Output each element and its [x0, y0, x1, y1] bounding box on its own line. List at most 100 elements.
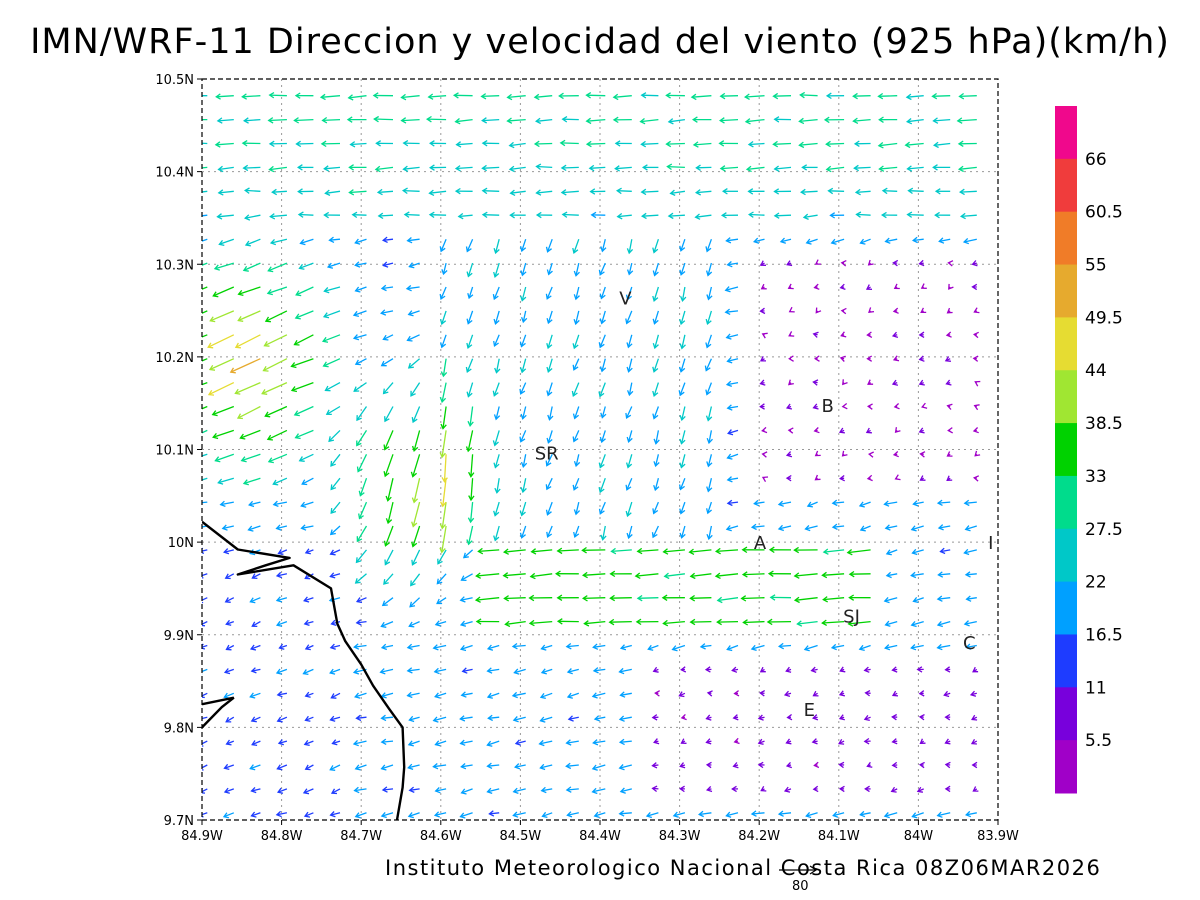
wind-vector	[863, 737, 871, 745]
wind-vector	[591, 692, 606, 699]
wind-vector	[598, 477, 606, 494]
wind-vector	[652, 310, 660, 325]
grid-lines	[202, 79, 998, 820]
wind-vector	[324, 189, 341, 196]
wind-vector	[556, 618, 579, 625]
wind-vector	[408, 262, 420, 269]
wind-vector	[636, 547, 659, 555]
wind-vector	[759, 307, 766, 315]
wind-vector	[974, 450, 981, 457]
wind-vector	[237, 310, 261, 322]
wind-vector	[891, 331, 899, 339]
wind-vector	[411, 478, 421, 504]
wind-vector	[275, 620, 288, 627]
wind-vector	[971, 260, 978, 267]
wind-vector	[812, 714, 819, 721]
wind-vector	[619, 644, 632, 651]
wind-vector	[294, 429, 314, 440]
wind-vector	[811, 738, 818, 745]
wind-vector	[275, 596, 288, 603]
wind-vector	[829, 212, 845, 219]
wind-vector	[768, 546, 792, 554]
wind-vector	[439, 502, 447, 530]
wind-vector	[304, 691, 314, 698]
wind-vector	[777, 810, 792, 817]
wind-vector	[477, 547, 500, 555]
wind-vector	[831, 523, 845, 530]
wind-vector	[486, 740, 500, 747]
wind-vector	[625, 501, 633, 518]
wind-vector	[459, 812, 473, 819]
wind-vector	[376, 188, 394, 196]
wind-vector	[946, 475, 953, 481]
wind-vector	[348, 189, 367, 196]
wind-vector	[866, 355, 873, 362]
wind-vector	[944, 785, 951, 793]
colorbar-swatch	[1055, 581, 1077, 635]
wind-vector	[667, 212, 685, 220]
wind-vector	[554, 570, 579, 577]
wind-vector	[262, 358, 288, 372]
wind-vector	[535, 189, 553, 196]
x-tick-label: 84.1W	[818, 829, 860, 844]
wind-vector	[679, 454, 686, 469]
wind-vector	[652, 382, 660, 398]
city-label-i: I	[988, 533, 993, 554]
wind-vector	[572, 238, 580, 255]
wind-vector	[512, 716, 526, 723]
wind-vector	[264, 405, 288, 418]
wind-vector	[354, 238, 367, 245]
wind-vector	[679, 525, 686, 539]
wind-vector	[383, 525, 394, 547]
wind-vector	[944, 713, 951, 721]
wind-vector	[355, 619, 367, 626]
wind-vector	[598, 334, 606, 349]
wind-vector	[567, 715, 579, 722]
wind-vector	[614, 140, 632, 147]
wind-vector	[572, 334, 580, 350]
wind-vector	[356, 430, 368, 447]
y-tick-label: 9.8N	[164, 721, 194, 736]
wind-vector	[963, 620, 977, 627]
wind-vector	[384, 406, 394, 423]
wind-vector	[864, 690, 871, 697]
wind-vector	[732, 714, 739, 721]
wind-vector	[514, 763, 526, 770]
wind-vector	[565, 786, 579, 793]
wind-vector	[511, 642, 526, 650]
y-tick-label: 10N	[168, 536, 194, 551]
wind-vector	[573, 454, 581, 468]
wind-vector	[830, 643, 845, 651]
wind-vector	[936, 620, 951, 628]
colorbar-label: 5.5	[1085, 731, 1112, 751]
wind-vector	[599, 310, 606, 325]
wind-vector	[441, 262, 448, 276]
wind-vector	[540, 786, 553, 794]
wind-vector	[614, 165, 632, 172]
wind-vector	[706, 430, 713, 445]
wind-vector	[885, 549, 898, 556]
wind-vector	[598, 454, 606, 469]
wind-vector	[487, 714, 500, 722]
wind-vector	[502, 548, 526, 555]
wind-vector	[319, 93, 341, 101]
wind-vector	[373, 115, 394, 123]
wind-vector	[545, 501, 553, 516]
wind-vector	[275, 571, 288, 579]
wind-vector	[939, 547, 951, 555]
wind-vector	[239, 429, 261, 440]
wind-vector	[814, 259, 821, 265]
wind-vector	[731, 785, 739, 793]
wind-vector	[381, 236, 394, 243]
wind-vector	[439, 310, 447, 326]
wind-vector	[509, 211, 526, 219]
wind-vector	[866, 474, 873, 482]
wind-vector	[529, 572, 553, 580]
wind-vector	[428, 164, 447, 171]
wind-vector	[380, 714, 394, 722]
wind-vector	[528, 619, 553, 627]
wind-vector	[727, 429, 739, 436]
wind-vector	[248, 500, 261, 508]
wind-vector	[759, 690, 766, 697]
wind-vector	[972, 355, 979, 362]
